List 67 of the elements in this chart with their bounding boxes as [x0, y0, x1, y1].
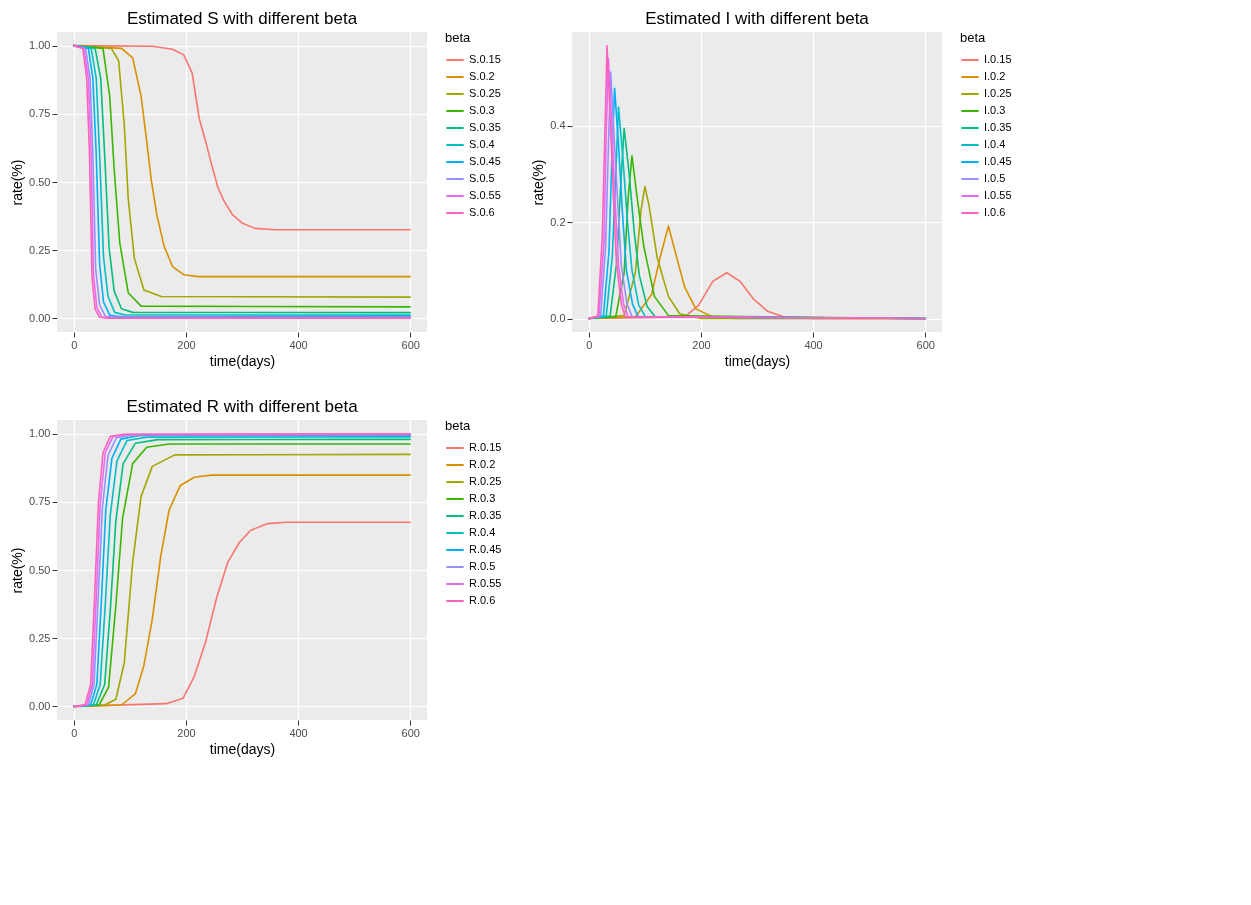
legend-label: R.0.5 — [469, 560, 496, 572]
y-tick-label: 0.50 — [29, 563, 51, 576]
y-tick-label: 0.00 — [29, 699, 51, 712]
x-axis-title: time(days) — [209, 352, 276, 369]
y-tick-label: 0.25 — [29, 243, 51, 256]
chart-title: Estimated R with different beta — [126, 397, 359, 416]
legend-label: R.0.15 — [469, 441, 502, 453]
x-tick-label: 600 — [916, 338, 935, 351]
x-tick-label: 400 — [289, 726, 308, 739]
x-tick-label: 0 — [586, 338, 593, 351]
legend-label: I.0.4 — [984, 138, 1006, 150]
y-tick-label: 1.00 — [29, 39, 51, 52]
x-axis-title: time(days) — [724, 352, 791, 369]
legend-label: S.0.35 — [469, 121, 501, 133]
y-tick-label: 0.75 — [29, 107, 51, 120]
y-axis-title: rate(%) — [530, 159, 547, 206]
legend-label: S.0.4 — [469, 138, 495, 150]
legend-label: I.0.55 — [984, 189, 1012, 201]
legend-label: R.0.4 — [469, 526, 496, 538]
x-tick-label: 600 — [401, 726, 420, 739]
chart-title: Estimated S with different beta — [126, 9, 358, 28]
x-axis-title: time(days) — [209, 740, 276, 757]
legend-label: I.0.25 — [984, 87, 1012, 99]
x-tick-label: 0 — [71, 726, 78, 739]
legend-label: S.0.15 — [469, 53, 501, 65]
legend-label: R.0.3 — [469, 492, 496, 504]
legend-label: R.0.25 — [469, 475, 502, 487]
x-tick-label: 200 — [692, 338, 711, 351]
legend-label: I.0.5 — [984, 172, 1006, 184]
legend-label: R.0.6 — [469, 594, 496, 606]
legend-label: R.0.2 — [469, 458, 496, 470]
legend-label: I.0.6 — [984, 206, 1006, 218]
legend-label: S.0.25 — [469, 87, 501, 99]
legend-title: beta — [445, 418, 472, 433]
legend-label: I.0.35 — [984, 121, 1012, 133]
legend-label: I.0.3 — [984, 104, 1006, 116]
chart-title: Estimated I with different beta — [645, 9, 870, 28]
legend-label: I.0.15 — [984, 53, 1012, 65]
legend-label: S.0.45 — [469, 155, 501, 167]
y-tick-label: 0.4 — [550, 119, 566, 132]
legend-label: S.0.5 — [469, 172, 495, 184]
y-tick-label: 0.0 — [550, 312, 566, 325]
y-tick-label: 0.2 — [550, 215, 566, 228]
x-tick-label: 200 — [177, 726, 196, 739]
legend-label: R.0.35 — [469, 509, 502, 521]
legend-title: beta — [445, 30, 472, 45]
y-axis-title: rate(%) — [9, 159, 26, 206]
x-tick-label: 400 — [289, 338, 308, 351]
y-tick-label: 0.50 — [29, 175, 51, 188]
x-tick-label: 200 — [177, 338, 196, 351]
x-tick-label: 0 — [71, 338, 78, 351]
y-axis-title: rate(%) — [9, 547, 26, 594]
x-tick-label: 600 — [401, 338, 420, 351]
y-tick-label: 0.00 — [29, 311, 51, 324]
legend-label: S.0.55 — [469, 189, 501, 201]
legend-label: S.0.6 — [469, 206, 495, 218]
legend-label: I.0.45 — [984, 155, 1012, 167]
y-tick-label: 1.00 — [29, 427, 51, 440]
legend-label: R.0.55 — [469, 577, 502, 589]
legend-label: S.0.3 — [469, 104, 495, 116]
legend-title: beta — [960, 30, 987, 45]
y-tick-label: 0.75 — [29, 495, 51, 508]
x-tick-label: 400 — [804, 338, 823, 351]
legend-label: I.0.2 — [984, 70, 1006, 82]
y-tick-label: 0.25 — [29, 631, 51, 644]
legend-label: R.0.45 — [469, 543, 502, 555]
legend-label: S.0.2 — [469, 70, 495, 82]
